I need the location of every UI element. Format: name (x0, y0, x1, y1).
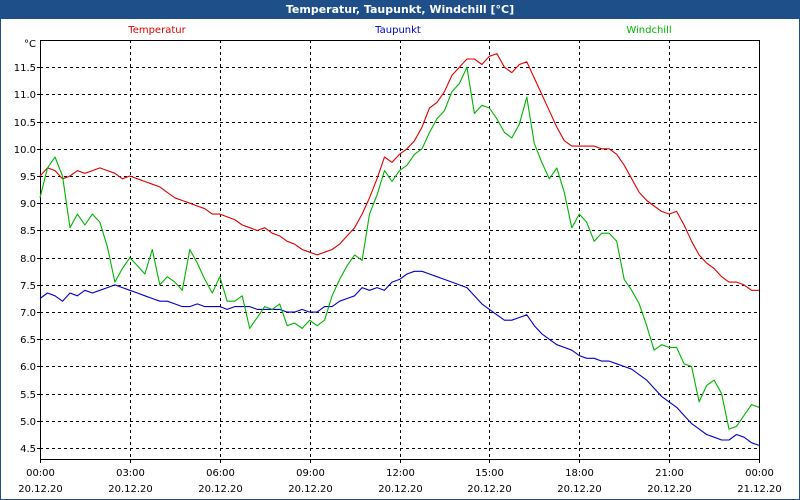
x-tick-time-label: 18:00 (565, 468, 594, 479)
y-tick-label: 5.0 (20, 417, 36, 428)
x-tick-date-label: 20.12.20 (288, 484, 333, 495)
series-line-taupunkt (39, 270, 760, 446)
y-tick-label: 9.0 (20, 199, 36, 210)
series-line-temperatur (39, 53, 759, 291)
y-tick-label: 5.5 (20, 390, 36, 401)
x-tick-time-label: 15:00 (475, 468, 504, 479)
legend-entry-temperatur: Temperatur (127, 25, 186, 36)
legend-entry-taupunkt: Taupunkt (374, 25, 421, 36)
x-tick-date-label: 21.12.20 (737, 484, 782, 495)
y-tick-label: 4.5 (20, 444, 36, 455)
y-tick-label: 6.0 (20, 362, 36, 373)
y-tick-label: 7.5 (20, 281, 36, 292)
legend: Temperatur Taupunkt Windchill (127, 25, 671, 36)
y-tick-label: 7.0 (20, 308, 36, 319)
x-tick-date-label: 20.12.20 (108, 484, 153, 495)
y-tick-label: 10.0 (14, 145, 36, 156)
chart-title: Temperatur, Taupunkt, Windchill [°C] (1, 1, 799, 19)
x-tick-time-label: 00:00 (26, 468, 55, 479)
x-tick-date-label: 20.12.20 (467, 484, 512, 495)
x-tick-time-label: 00:00 (745, 468, 774, 479)
y-tick-label: 11.0 (14, 90, 36, 101)
series-lines (39, 53, 760, 446)
x-tick-time-label: 21:00 (655, 468, 684, 479)
y-tick-label: 6.5 (20, 335, 36, 346)
x-tick-date-label: 20.12.20 (378, 484, 423, 495)
x-tick-time-label: 12:00 (386, 468, 415, 479)
y-tick-label: 9.5 (20, 172, 36, 183)
legend-entry-windchill: Windchill (626, 25, 671, 36)
x-tick-time-label: 03:00 (116, 468, 145, 479)
x-tick-time-label: 09:00 (296, 468, 325, 479)
y-tick-label: 8.5 (20, 226, 36, 237)
y-tick-label: 10.5 (14, 118, 36, 129)
grid (40, 40, 759, 459)
x-tick-date-label: 20.12.20 (647, 484, 692, 495)
x-tick-date-label: 20.12.20 (18, 484, 63, 495)
x-tick-time-label: 06:00 (206, 468, 235, 479)
y-tick-label: 11.5 (14, 63, 36, 74)
series-line-windchill (39, 66, 760, 430)
x-tick-date-label: 20.12.20 (557, 484, 602, 495)
y-tick-label: 8.0 (20, 254, 36, 265)
y-axis: 11.5 11.0 10.5 10.0 9.5 9.0 8.5 8.0 7.5 7.0 6.5 6.0… (14, 39, 40, 455)
x-tick-date-label: 20.12.20 (198, 484, 243, 495)
x-axis: 00:00 20.12.20 03:00 20.12.20 06:00 20.12.20 0… (18, 459, 782, 495)
y-axis-unit-label: °C (24, 39, 36, 50)
